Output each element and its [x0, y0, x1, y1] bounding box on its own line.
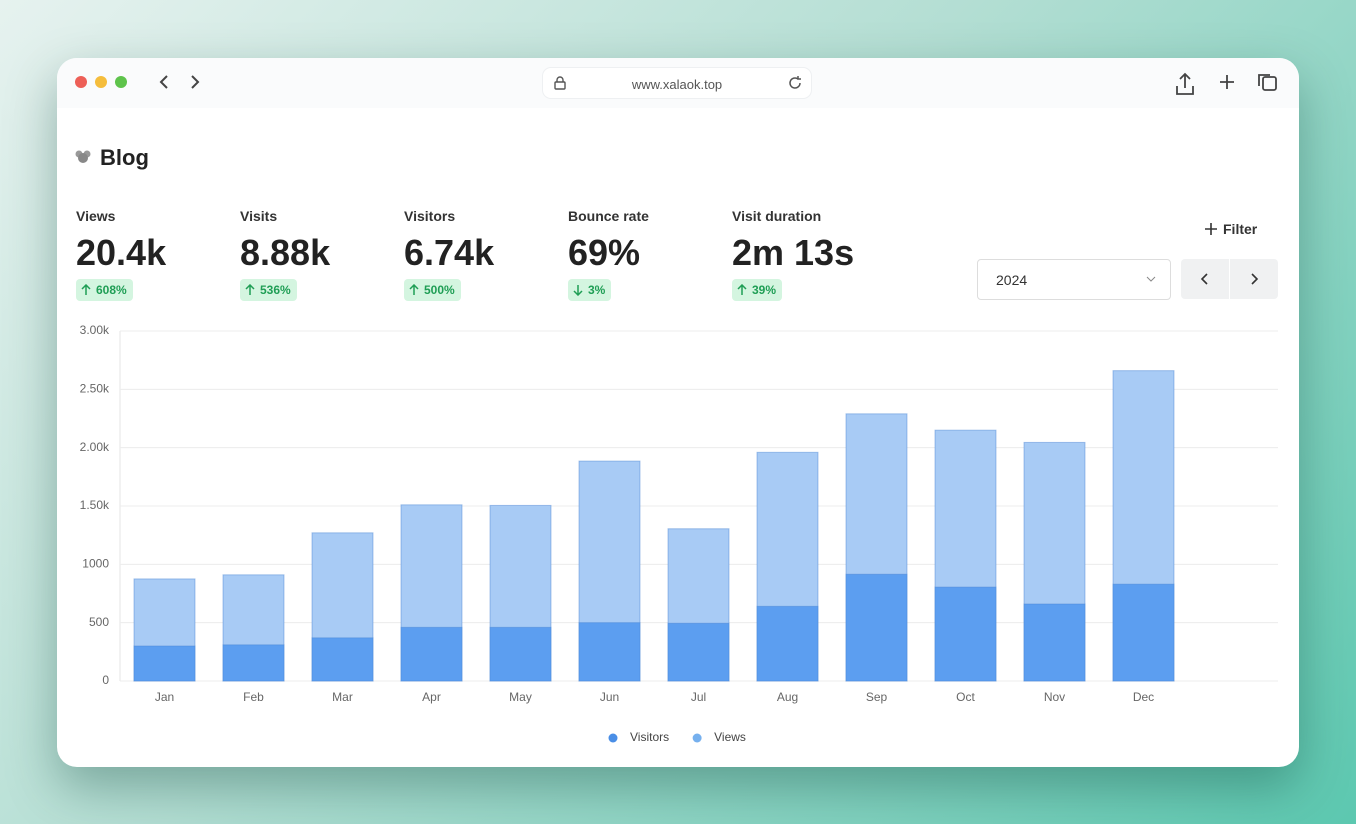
change-value: 39% — [752, 283, 777, 297]
legend-label: Views — [714, 730, 746, 744]
change-value: 608% — [96, 283, 127, 297]
metric-label: Visit duration — [732, 208, 822, 224]
bar — [578, 622, 641, 682]
y-tick-label: 1.50k — [80, 498, 110, 512]
bar — [667, 622, 730, 682]
bar — [133, 645, 196, 682]
x-tick-label: Apr — [422, 690, 441, 704]
change-value: 3% — [588, 283, 606, 297]
x-tick-label: Aug — [777, 690, 798, 704]
y-tick-label: 500 — [89, 615, 109, 629]
bar — [1023, 603, 1086, 682]
x-tick-label: Oct — [956, 690, 975, 704]
x-tick-label: Jul — [691, 690, 706, 704]
metric-value: 6.74k — [404, 232, 495, 273]
toolbar: www.xalaok.top — [57, 58, 1299, 108]
filter-label: Filter — [1223, 221, 1258, 237]
address-bar[interactable]: www.xalaok.top — [543, 68, 811, 98]
toolbar-icons — [75, 72, 1277, 95]
x-tick-label: Feb — [243, 690, 264, 704]
change-value: 536% — [260, 283, 291, 297]
x-tick-label: Dec — [1133, 690, 1154, 704]
legend-swatch — [608, 733, 618, 743]
bar — [489, 626, 552, 682]
metric-change: 608% — [76, 279, 133, 301]
metric-label: Views — [76, 208, 116, 224]
y-tick-label: 2.00k — [80, 440, 110, 454]
change-arrow — [245, 284, 255, 295]
x-tick-label: Jan — [155, 690, 174, 704]
prev-button[interactable] — [1199, 273, 1211, 285]
change-arrow — [573, 285, 583, 296]
x-tick-label: Nov — [1044, 690, 1065, 704]
x-tick-label: Sep — [866, 690, 888, 704]
year-value: 2024 — [996, 272, 1028, 288]
site-icon — [75, 150, 91, 163]
metric-change: 39% — [732, 279, 783, 301]
year-select[interactable]: 2024 — [977, 259, 1171, 300]
x-tick-label: Mar — [332, 690, 353, 704]
bar — [1112, 583, 1175, 682]
next-button[interactable] — [1248, 273, 1260, 285]
y-tick-label: 2.50k — [80, 382, 110, 396]
metric-change: 3% — [568, 279, 612, 301]
change-arrow — [409, 284, 419, 295]
browser-window: www.xalaok.top Blog Views 20.4k 608% Visits… — [57, 58, 1299, 767]
y-tick-label: 0 — [102, 673, 109, 687]
change-arrow — [737, 284, 747, 295]
filter-button[interactable]: Filter — [1205, 221, 1257, 237]
bar — [934, 586, 997, 682]
period-nav — [1181, 259, 1278, 299]
legend-label: Visitors — [630, 730, 669, 744]
x-tick-label: Jun — [600, 690, 619, 704]
metric-change: 500% — [404, 279, 461, 301]
change-value: 500% — [424, 283, 455, 297]
page-title: Blog — [100, 145, 149, 170]
change-arrow — [81, 284, 91, 295]
x-tick-label: May — [509, 690, 532, 704]
metric-change: 536% — [240, 279, 297, 301]
bar — [400, 626, 463, 682]
bar — [845, 573, 908, 682]
bar — [311, 637, 374, 682]
metric-value: 8.88k — [240, 232, 331, 273]
bar — [756, 605, 819, 682]
metric-value: 20.4k — [76, 232, 167, 273]
url: www.xalaok.top — [631, 77, 723, 92]
chart: 0 500 1000 1.50k 2.00k 2.50k 3.00k Jan Feb Mar Apr… — [80, 323, 1278, 744]
bar — [222, 644, 285, 682]
metric-value: 69% — [568, 232, 641, 273]
metric-label: Visitors — [404, 208, 456, 224]
y-tick-label: 3.00k — [80, 323, 110, 337]
metric-value: 2m 13s — [732, 232, 855, 273]
metric-label: Bounce rate — [568, 208, 649, 224]
legend-swatch — [692, 733, 702, 743]
y-tick-label: 1000 — [82, 557, 109, 571]
metric-label: Visits — [240, 208, 278, 224]
